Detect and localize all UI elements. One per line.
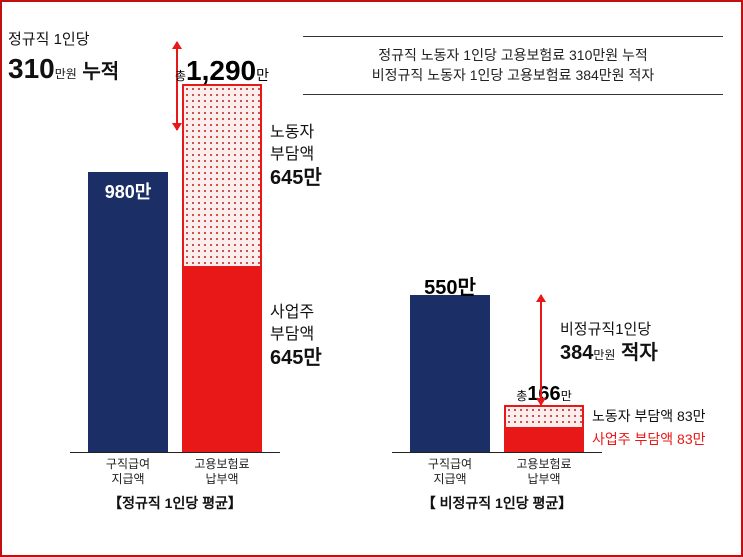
left-bar2-total-suffix: 만	[256, 67, 269, 83]
right-bar2-col: 총166만	[504, 405, 584, 452]
left-seg-bottom-label: 사업주 부담액 645만	[270, 302, 322, 372]
right-diff-num: 384	[560, 342, 593, 364]
left-bar1: 980만	[88, 172, 168, 452]
right-bar2-total-prefix: 총	[516, 389, 527, 403]
left-bar1-seg: 980만	[88, 172, 168, 452]
right-bar2-seg-top	[504, 405, 584, 429]
right-axis-2: 고용보험료 납부액	[504, 457, 584, 487]
left-bar2-total-value: 1,290	[186, 55, 256, 86]
left-seg-bot-l1: 사업주	[270, 302, 322, 324]
right-diff-line2: 384만원 적자	[560, 340, 658, 367]
left-seg-bot-v: 645만	[270, 345, 322, 372]
chart-regular: 정규직 1인당 310만원 누적 980만 총1,290만	[70, 42, 280, 513]
right-diff-arrow	[540, 295, 542, 405]
right-seg-top-label: 노동자 부담액 83만	[592, 407, 706, 426]
right-axis-1: 구직급여 지급액	[410, 457, 490, 487]
left-bar2: 총1,290만	[182, 83, 262, 452]
left-bar2-col: 총1,290만	[182, 83, 262, 452]
right-bar1-seg	[410, 295, 490, 452]
left-seg-top-l2: 부담액	[270, 144, 322, 166]
header-line-1: 정규직 노동자 1인당 고용보험료 310만원 누적	[303, 45, 723, 65]
right-bar1-col: 550만	[410, 295, 490, 452]
left-diff-annotation: 정규직 1인당 310만원 누적	[8, 30, 119, 88]
left-bar2-total-prefix: 총	[175, 69, 186, 83]
left-bar2-total: 총1,290만	[122, 55, 322, 87]
right-seg-bottom-label: 사업주 부담액 83만	[592, 430, 706, 449]
left-bar2-seg-bottom	[182, 268, 262, 452]
right-bar2-seg-bottom	[504, 429, 584, 452]
left-bar1-col: 980만	[88, 172, 168, 452]
left-diff-num: 310	[8, 53, 55, 84]
chart-nonregular: 550만 총166만 비정규직1인당 384만원 적자 노동자 부담액 83만	[392, 82, 602, 513]
right-diff-annotation: 비정규직1인당 384만원 적자	[560, 320, 658, 367]
left-axis: 구직급여 지급액 고용보험료 납부액	[70, 452, 280, 487]
left-seg-top-v: 645만	[270, 165, 322, 192]
left-diff-line2: 310만원 누적	[8, 50, 119, 88]
left-bar2-seg-top	[182, 84, 262, 268]
right-bar1-label: 550만	[350, 271, 550, 300]
right-bar1: 550만	[410, 295, 490, 452]
left-axis-1: 구직급여 지급액	[88, 457, 168, 487]
left-seg-top-label: 노동자 부담액 645만	[270, 122, 322, 192]
right-diff-tail: 적자	[615, 342, 657, 364]
right-bar2: 총166만	[504, 405, 584, 452]
left-chart-title: 【정규직 1인당 평균】	[70, 493, 280, 513]
right-diff-unit: 만원	[593, 348, 615, 362]
left-axis-2: 고용보험료 납부액	[182, 457, 262, 487]
right-bar2-total-suffix: 만	[561, 389, 572, 403]
left-diff-unit: 만원	[55, 67, 77, 81]
right-axis: 구직급여 지급액 고용보험료 납부액	[392, 452, 602, 487]
right-diff-line1: 비정규직1인당	[560, 320, 658, 340]
right-chart-title: 【 비정규직 1인당 평균】	[392, 493, 602, 513]
left-bar1-label: 980만	[88, 172, 168, 204]
left-seg-bot-l2: 부담액	[270, 324, 322, 346]
left-seg-top-l1: 노동자	[270, 122, 322, 144]
left-diff-tail: 누적	[77, 61, 119, 83]
left-diff-line1: 정규직 1인당	[8, 30, 119, 50]
